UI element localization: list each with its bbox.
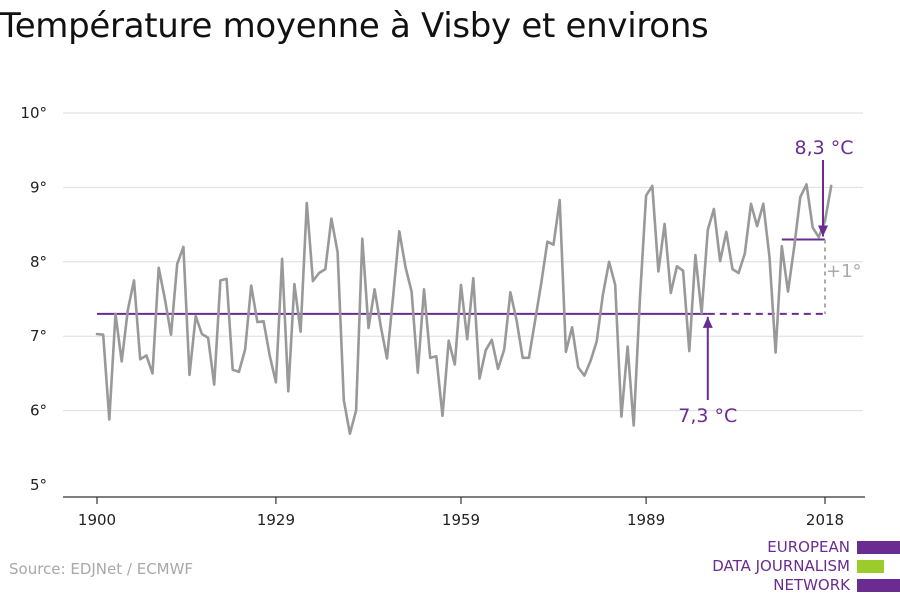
x-tick-label-2018: 2018 [806,511,844,529]
y-tick-label-7: 7° [30,327,47,345]
baseline-arrow-head [702,316,713,328]
y-axis-ticks: 5° 6° 7° 8° 9° 10° [20,104,47,494]
chart-title: Température moyenne à Visby et environs [0,6,709,46]
y-tick-label-10: 10° [20,104,47,122]
recent-value-label: 8,3 °C [794,137,853,159]
logo-line-2: DATA JOURNALISM [712,557,850,575]
baseline-value-label: 7,3 °C [678,405,737,427]
difference-label: +1° [826,261,862,282]
y-tick-label-8: 8° [30,253,47,271]
x-tick-label-1900: 1900 [78,511,116,529]
annotations: 7,3 °C 8,3 °C +1° [678,137,861,427]
y-tick-label-6: 6° [30,402,47,420]
logo-bar-purple-bottom [857,579,900,592]
logo-bar-purple-top [857,541,900,554]
logo-bar-green [857,560,884,573]
y-tick-label-9: 9° [30,178,47,196]
edjnet-logo[interactable]: EUROPEAN DATA JOURNALISM NETWORK [700,538,900,596]
source-note: Source: EDJNet / ECMWF [9,560,194,578]
x-tick-label-1959: 1959 [442,511,480,529]
logo-line-3: NETWORK [773,576,850,594]
series-layer [95,183,833,436]
x-tick-label-1929: 1929 [257,511,295,529]
recent-arrow-head [818,225,828,237]
x-tick-label-1989: 1989 [627,511,665,529]
reference-lines [97,238,826,315]
logo-line-1: EUROPEAN [767,538,850,556]
series-line-temperature [95,183,833,436]
y-tick-label-5: 5° [30,476,47,494]
x-axis: 1900 1929 1959 1989 2018 [63,496,865,529]
gridlines [63,112,863,412]
